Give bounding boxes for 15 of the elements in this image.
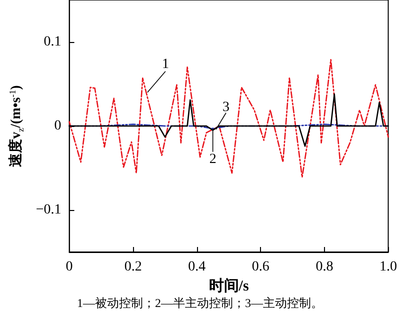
x-tick-label: 0.4 <box>188 260 206 274</box>
annotation: 3 <box>222 100 230 115</box>
y-axis-title: 速度vz/(m•s-1) <box>7 84 26 168</box>
x-axis-title: 时间/s <box>208 277 249 294</box>
text: 1—被动控制；2—半主动控制；3—主动控制。 <box>77 296 323 310</box>
y-tick-label: 0.1 <box>44 34 62 50</box>
x-tick-label: 0.6 <box>252 260 270 274</box>
x-tick-label: 1.0 <box>380 260 397 274</box>
annotation: 2 <box>209 152 216 167</box>
x-tick-label: 0 <box>66 260 73 274</box>
y-tick-label: 0 <box>54 118 62 134</box>
annotation: 1 <box>162 56 169 72</box>
y-tick-label: −0.1 <box>36 202 62 218</box>
x-tick-label: 0.2 <box>124 260 142 274</box>
x-tick-label: 0.8 <box>316 260 334 274</box>
